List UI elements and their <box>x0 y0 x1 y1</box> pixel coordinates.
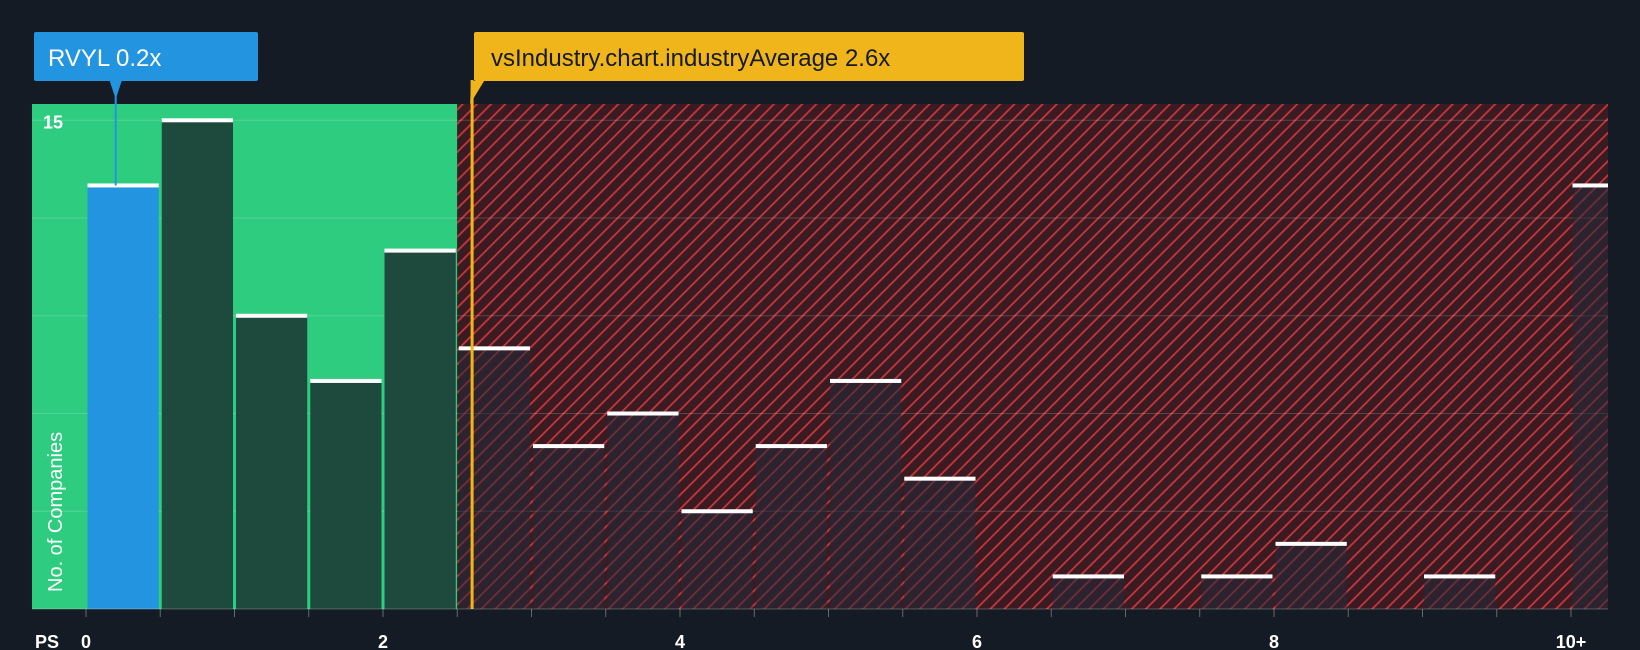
bar-cap <box>755 444 827 449</box>
x-tick-label: 0 <box>81 632 91 650</box>
industry-callout-label: vsIndustry.chart.industryAverage 2.6x <box>491 45 890 72</box>
histogram-bar <box>1572 185 1608 610</box>
bar-cap <box>1275 541 1347 546</box>
bar-cap <box>236 313 308 318</box>
histogram-bar <box>755 446 827 609</box>
bar-cap <box>1424 574 1496 579</box>
histogram-bar <box>1424 576 1496 609</box>
company-bar <box>87 185 159 610</box>
histogram-bar <box>384 250 456 609</box>
histogram-bar <box>607 413 679 609</box>
histogram-bar <box>681 511 753 609</box>
x-tick-label: 2 <box>378 632 388 650</box>
industry-callout-box <box>474 32 1024 81</box>
bar-cap <box>310 378 382 383</box>
bar-cap <box>904 476 976 481</box>
company-callout-pointer <box>109 81 122 99</box>
x-tick-label: 6 <box>972 632 982 650</box>
bar-cap <box>384 248 456 253</box>
histogram-bar <box>1201 576 1273 609</box>
y-tick-label: 15 <box>43 112 63 132</box>
x-tick-label: 8 <box>1269 632 1279 650</box>
company-callout-box <box>34 32 258 81</box>
bar-cap <box>1201 574 1273 579</box>
industry-callout-pointer <box>470 81 485 104</box>
company-callout: RVYL 0.2x <box>34 32 258 99</box>
bar-cap <box>533 444 605 449</box>
histogram-bar <box>904 478 976 609</box>
histogram-bar <box>533 446 605 609</box>
bar-cap <box>1572 183 1608 188</box>
histogram-bar <box>236 315 308 609</box>
histogram-bar <box>310 380 382 609</box>
bar-cap <box>830 378 902 383</box>
bar-cap <box>607 411 679 416</box>
x-tick-label: 4 <box>675 632 685 650</box>
industry-callout: vsIndustry.chart.industryAverage 2.6x <box>470 32 1024 104</box>
histogram-bar <box>161 120 233 610</box>
bar-cap <box>681 509 753 514</box>
y-axis-label: No. of Companies <box>45 432 67 592</box>
histogram-bar <box>1275 543 1347 609</box>
bar-cap <box>87 183 159 188</box>
x-axis-label: PS <box>35 632 59 650</box>
bar-cap <box>161 118 233 123</box>
bar-cap <box>458 346 530 351</box>
bar-cap <box>1052 574 1124 579</box>
histogram-bar <box>1052 576 1124 609</box>
histogram-bar <box>830 380 902 609</box>
histogram-bar <box>458 348 530 609</box>
company-callout-label: RVYL 0.2x <box>48 45 161 72</box>
x-tick-label: 10+ <box>1556 632 1587 650</box>
